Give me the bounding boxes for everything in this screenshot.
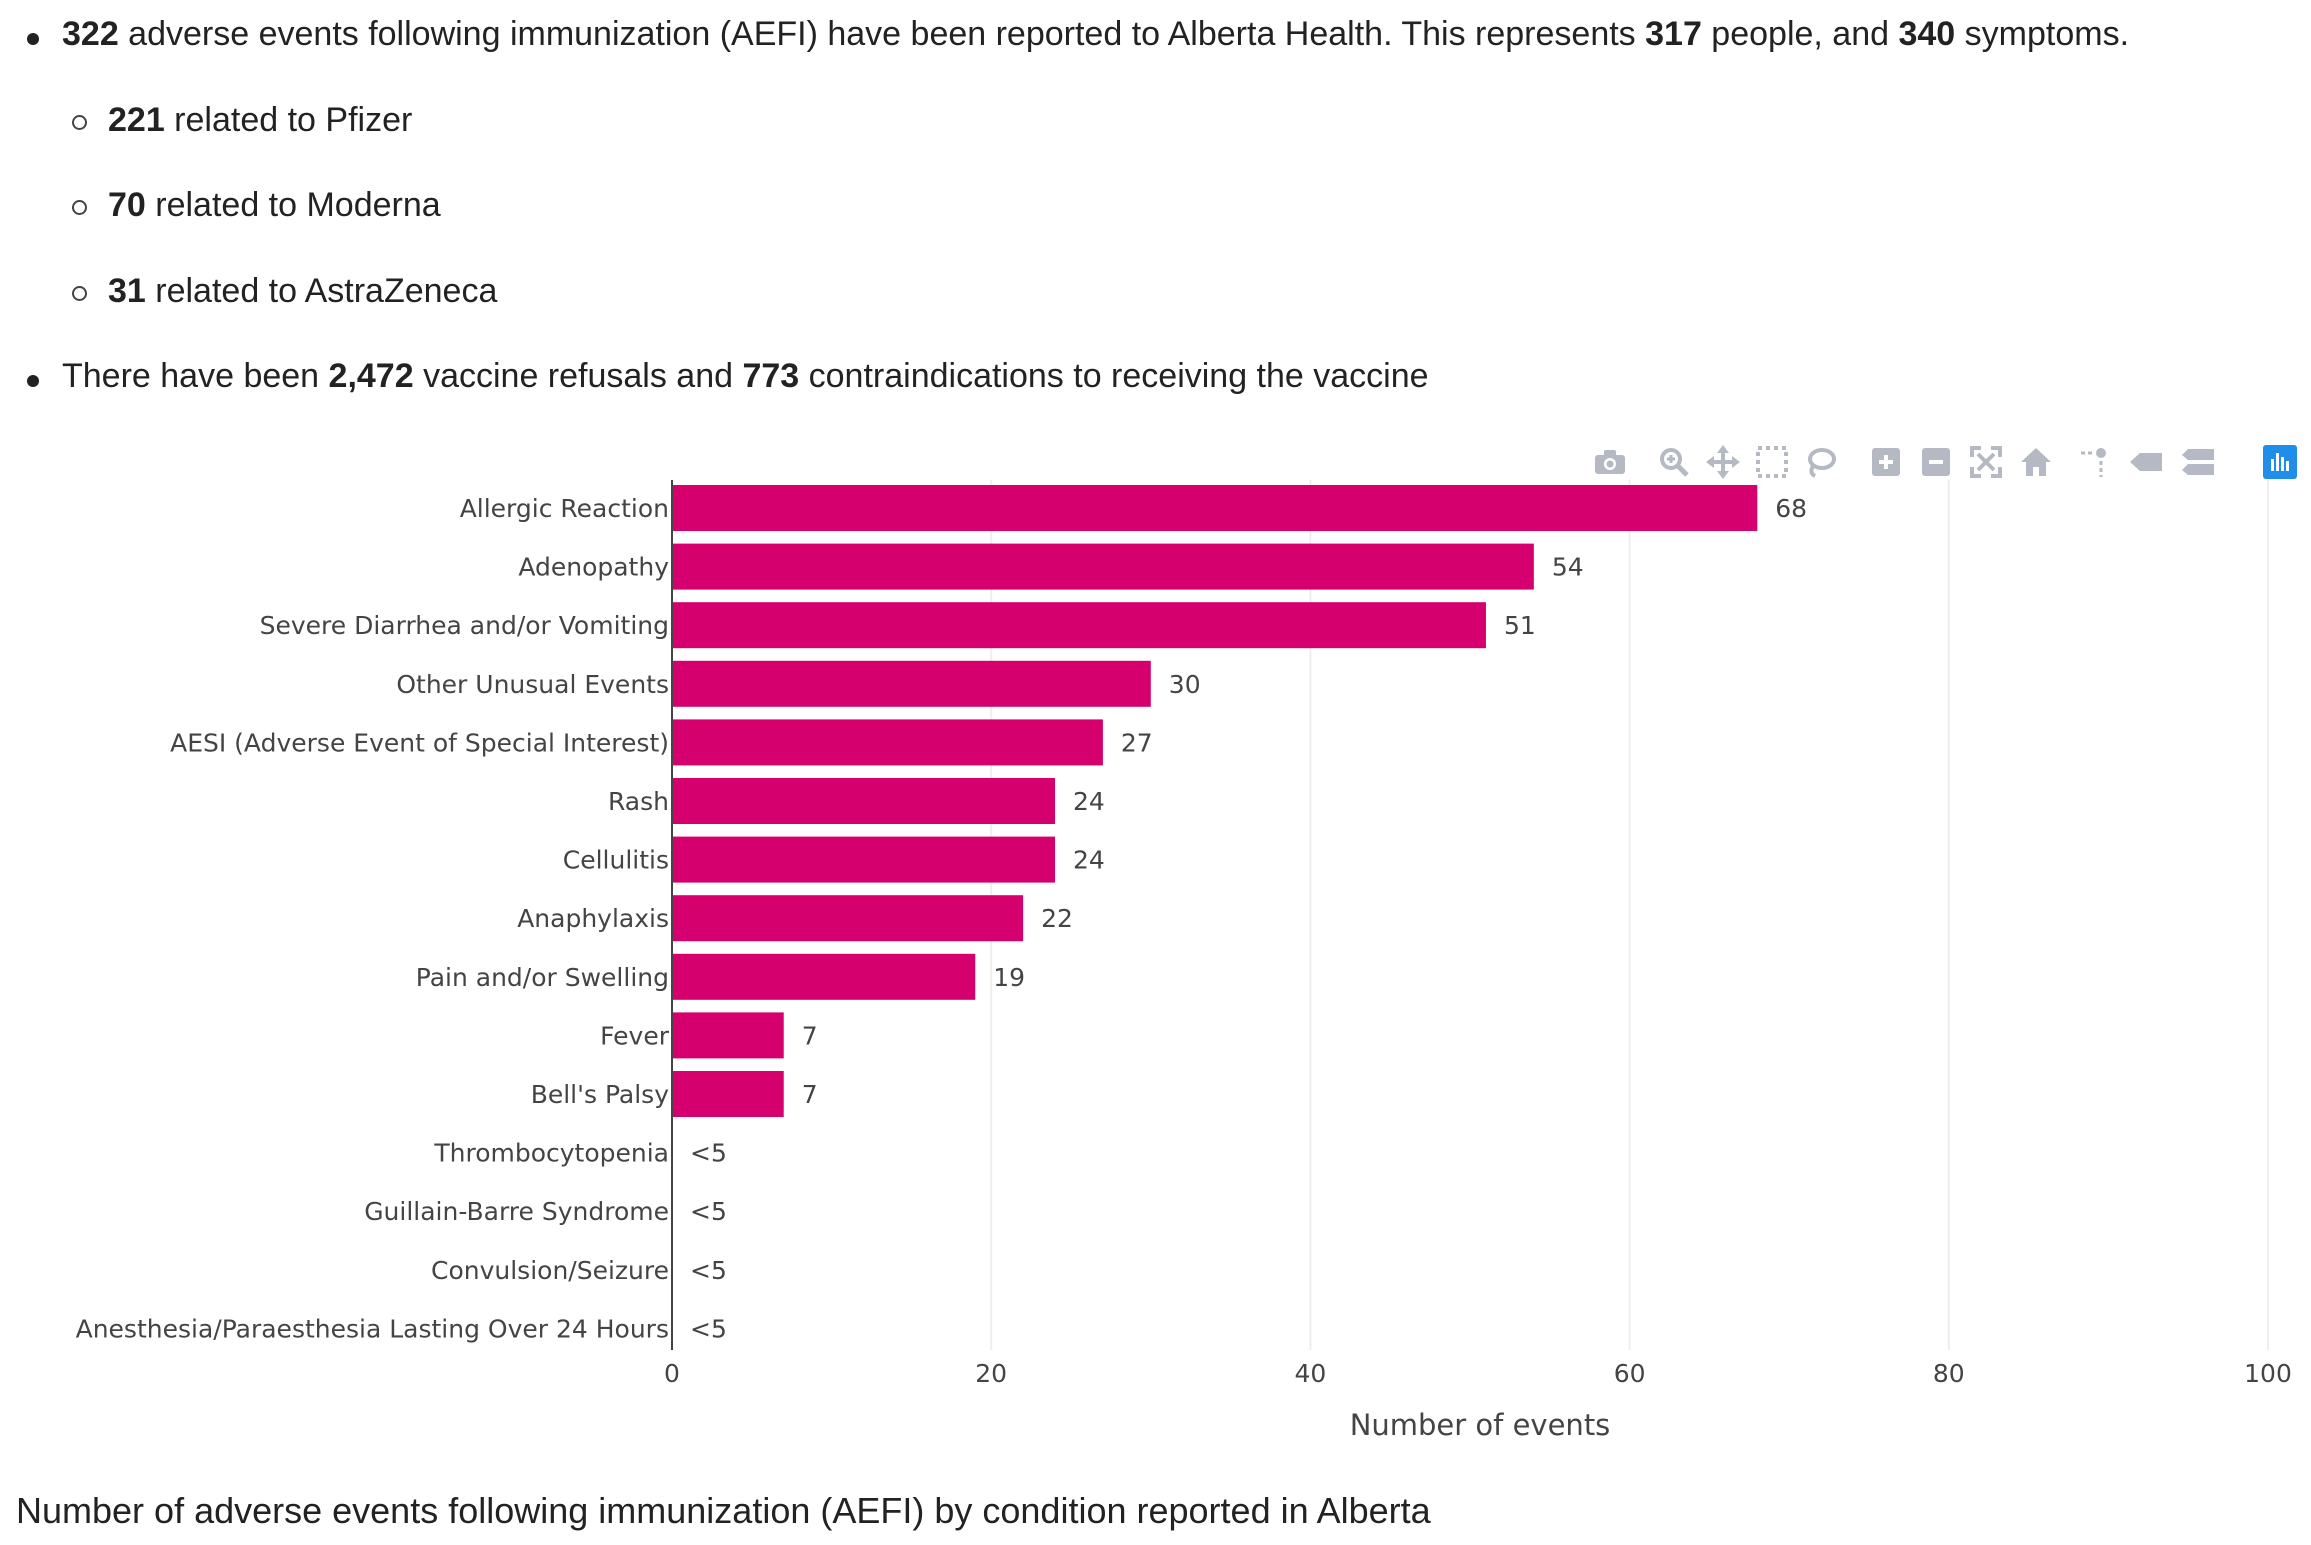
- bar[interactable]: [672, 543, 1534, 590]
- category-label: Anaphylaxis: [517, 904, 669, 933]
- chart-caption: Number of adverse events following immun…: [16, 1490, 1431, 1531]
- bar[interactable]: [672, 719, 1103, 766]
- bar[interactable]: [672, 485, 1758, 531]
- category-label: Pain and/or Swelling: [416, 963, 669, 992]
- data-label: 30: [1169, 670, 1201, 699]
- category-label: Adenopathy: [518, 553, 669, 582]
- category-label: Other Unusual Events: [396, 670, 669, 699]
- sub-item-pfizer: 221 related to Pfizer: [108, 101, 413, 139]
- bar[interactable]: [672, 836, 1056, 883]
- bars[interactable]: [672, 485, 1758, 1117]
- zoom-icon[interactable]: [1654, 438, 1694, 486]
- autoscale-icon[interactable]: [1966, 438, 2006, 486]
- zoom-out-icon[interactable]: [1916, 438, 1956, 486]
- x-axis-title: Number of events: [1350, 1408, 1611, 1442]
- spike-lines-icon[interactable]: [2074, 438, 2114, 486]
- bar[interactable]: [672, 895, 1024, 942]
- sub-item-astrazeneca: 31 related to AstraZeneca: [108, 272, 498, 310]
- bar[interactable]: [672, 660, 1151, 707]
- data-label: 19: [993, 963, 1025, 992]
- data-label: 24: [1073, 846, 1105, 875]
- summary-line-refusals: There have been 2,472 vaccine refusals a…: [62, 357, 1429, 395]
- plot-modebar: [1570, 438, 2310, 488]
- aefi-bar-chart: Allergic Reaction Adenopathy Severe Diarrh…: [76, 480, 2292, 1442]
- data-label: <5: [690, 1197, 727, 1226]
- summary-line-aefi: 322 adverse events following immunizatio…: [62, 15, 2130, 53]
- category-label: Severe Diarrhea and/or Vomiting: [260, 611, 669, 640]
- x-tick-labels: 0 20 40 60 80 100: [664, 1359, 2292, 1388]
- category-label: Convulsion/Seizure: [431, 1256, 669, 1285]
- x-tick-label: 100: [2244, 1359, 2292, 1388]
- data-label: 7: [802, 1021, 818, 1050]
- category-label: Thrombocytopenia: [433, 1139, 669, 1168]
- category-labels: Allergic Reaction Adenopathy Severe Diarrh…: [76, 494, 670, 1343]
- data-label: 51: [1504, 611, 1536, 640]
- data-label: <5: [690, 1139, 727, 1168]
- x-tick-label: 80: [1933, 1359, 1965, 1388]
- x-tick-label: 60: [1614, 1359, 1646, 1388]
- data-label: 54: [1552, 553, 1584, 582]
- data-label: <5: [690, 1314, 727, 1343]
- data-label: 24: [1073, 787, 1105, 816]
- category-label: Guillain-Barre Syndrome: [364, 1197, 669, 1226]
- lasso-select-icon[interactable]: [1800, 438, 1840, 486]
- category-label: Fever: [600, 1021, 670, 1050]
- category-label: Rash: [608, 787, 669, 816]
- plotly-logo-icon[interactable]: [2260, 438, 2300, 486]
- hover-closest-icon[interactable]: [2126, 438, 2166, 486]
- category-label: Anesthesia/Paraesthesia Lasting Over 24 …: [76, 1314, 669, 1343]
- bar[interactable]: [672, 1012, 784, 1059]
- data-label: 22: [1041, 904, 1073, 933]
- zoom-in-icon[interactable]: [1866, 438, 1906, 486]
- reset-axes-icon[interactable]: [2016, 438, 2056, 486]
- sub-item-moderna: 70 related to Moderna: [108, 186, 441, 224]
- category-label: AESI (Adverse Event of Special Interest): [170, 728, 669, 757]
- sub-bullet-ring: [72, 286, 87, 301]
- box-select-icon[interactable]: [1752, 438, 1792, 486]
- bullet-dot: [27, 375, 39, 387]
- x-tick-label: 40: [1294, 1359, 1326, 1388]
- bullet-dot: [27, 33, 39, 45]
- sub-bullet-ring: [72, 115, 87, 130]
- sub-bullet-ring: [72, 200, 87, 215]
- hover-compare-icon[interactable]: [2178, 438, 2218, 486]
- bar[interactable]: [672, 953, 976, 1000]
- pan-icon[interactable]: [1703, 438, 1743, 486]
- category-label: Cellulitis: [563, 846, 669, 875]
- camera-icon[interactable]: [1590, 438, 1630, 486]
- data-label: 27: [1121, 728, 1153, 757]
- category-label: Allergic Reaction: [460, 494, 669, 523]
- data-label: 7: [802, 1080, 818, 1109]
- bar[interactable]: [672, 602, 1486, 649]
- data-label: 68: [1775, 494, 1807, 523]
- bar[interactable]: [672, 1071, 784, 1117]
- x-tick-label: 0: [664, 1359, 680, 1388]
- data-label: <5: [690, 1256, 727, 1285]
- category-label: Bell's Palsy: [531, 1080, 670, 1109]
- x-tick-label: 20: [975, 1359, 1007, 1388]
- bar[interactable]: [672, 778, 1056, 824]
